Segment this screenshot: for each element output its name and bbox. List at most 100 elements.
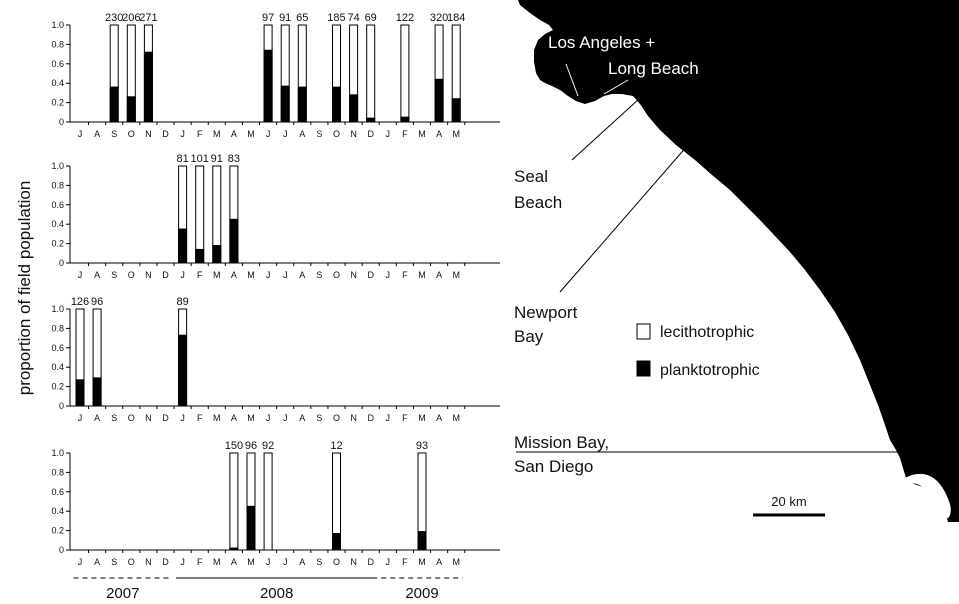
- bar-planktotrophic: [246, 505, 256, 551]
- sample-size-label: 320: [430, 12, 448, 24]
- y-tick-label: 0.4: [51, 78, 64, 88]
- month-label: A: [231, 270, 237, 280]
- label-mission-bay-san-diego: Mission Bay, San Diego: [514, 433, 614, 476]
- bar-lecithotrophic: [263, 452, 273, 551]
- month-label: A: [94, 270, 100, 280]
- y-tick-label: 0.8: [51, 467, 64, 477]
- month-label: A: [436, 129, 442, 139]
- month-label: F: [197, 413, 203, 423]
- bar-planktotrophic: [349, 94, 359, 123]
- month-label: D: [367, 129, 374, 139]
- sample-size-label: 206: [122, 12, 140, 24]
- month-label: A: [231, 413, 237, 423]
- bar-planktotrophic: [92, 377, 102, 407]
- month-label: N: [145, 129, 152, 139]
- y-tick-label: 0: [59, 117, 64, 127]
- sample-size-label: 92: [262, 440, 274, 452]
- month-label: J: [283, 270, 288, 280]
- label-los-angeles: Los Angeles +: [548, 33, 655, 52]
- y-tick-label: 1.0: [51, 448, 64, 458]
- label-bay: Bay: [514, 327, 544, 346]
- sample-size-label: 184: [447, 12, 465, 24]
- month-label: J: [283, 129, 288, 139]
- bar-planktotrophic: [109, 86, 119, 123]
- month-label: A: [94, 413, 100, 423]
- sample-size-label: 12: [330, 440, 342, 452]
- month-label: S: [111, 557, 117, 567]
- year-label: 2009: [405, 585, 438, 602]
- month-label: D: [367, 270, 374, 280]
- label-newport: Newport: [514, 303, 578, 322]
- month-label: F: [197, 129, 203, 139]
- month-label: M: [213, 129, 221, 139]
- y-tick-label: 0.4: [51, 219, 64, 229]
- month-label: A: [299, 413, 305, 423]
- month-label: A: [231, 129, 237, 139]
- month-label: D: [162, 129, 169, 139]
- month-label: J: [180, 413, 185, 423]
- month-label: M: [418, 129, 426, 139]
- y-tick-label: 0.6: [51, 487, 64, 497]
- month-label: N: [350, 413, 357, 423]
- month-label: A: [299, 557, 305, 567]
- month-label: O: [333, 129, 340, 139]
- month-label: N: [145, 413, 152, 423]
- bar-planktotrophic: [143, 51, 153, 123]
- month-label: M: [452, 413, 460, 423]
- label-beach: Beach: [514, 193, 562, 212]
- sample-size-label: 101: [191, 153, 209, 165]
- y-tick-label: 0.2: [51, 239, 64, 249]
- month-label: O: [128, 413, 135, 423]
- sample-size-label: 93: [416, 440, 428, 452]
- month-label: M: [213, 557, 221, 567]
- month-label: J: [386, 129, 391, 139]
- sample-size-label: 126: [71, 296, 89, 308]
- bar-planktotrophic: [178, 334, 188, 407]
- y-tick-label: 0.6: [51, 59, 64, 69]
- label-los-angeles-long-beach: Los Angeles + Long Beach: [548, 33, 699, 78]
- month-label: M: [418, 270, 426, 280]
- sample-size-label: 230: [105, 12, 123, 24]
- bar-planktotrophic: [434, 78, 444, 123]
- month-label: M: [247, 413, 255, 423]
- sample-size-label: 185: [327, 12, 345, 24]
- y-tick-label: 0: [59, 401, 64, 411]
- month-label: M: [452, 270, 460, 280]
- sample-size-label: 91: [211, 153, 223, 165]
- month-label: J: [386, 270, 391, 280]
- month-label: F: [197, 557, 203, 567]
- y-tick-label: 0: [59, 258, 64, 268]
- sample-size-label: 81: [176, 153, 188, 165]
- label-mission-bay: Mission Bay,: [514, 433, 609, 452]
- month-label: S: [316, 129, 322, 139]
- month-label: D: [162, 557, 169, 567]
- month-label: D: [162, 270, 169, 280]
- land-mass: [518, 0, 959, 522]
- label-seal: Seal: [514, 167, 548, 186]
- pointer-seal-beach: [571, 97, 641, 161]
- month-label: O: [333, 270, 340, 280]
- legend-label-lecithotrophic: lecithotrophic: [660, 324, 754, 341]
- sample-size-label: 69: [365, 12, 377, 24]
- month-label: M: [247, 129, 255, 139]
- sample-size-label: 89: [176, 296, 188, 308]
- bar-planktotrophic: [417, 531, 427, 551]
- month-label: D: [162, 413, 169, 423]
- label-seal-beach: Seal Beach: [514, 167, 562, 212]
- month-label: O: [128, 557, 135, 567]
- bar-planktotrophic: [332, 86, 341, 123]
- month-label: D: [367, 557, 374, 567]
- month-label: N: [145, 557, 152, 567]
- scale-bar: 20 km: [753, 494, 825, 517]
- month-label: M: [247, 270, 255, 280]
- legend-label-planktotrophic: planktotrophic: [660, 362, 760, 379]
- month-label: N: [350, 557, 357, 567]
- bar-planktotrophic: [451, 98, 461, 123]
- month-label: S: [316, 270, 322, 280]
- pointer-newport-bay: [559, 144, 689, 293]
- sample-size-label: 74: [347, 12, 359, 24]
- y-tick-label: 0: [59, 545, 64, 555]
- year-axis: 2007 2008 2009: [73, 577, 463, 602]
- sample-size-label: 91: [279, 12, 291, 24]
- y-axis-label: proportion of field population: [15, 181, 34, 396]
